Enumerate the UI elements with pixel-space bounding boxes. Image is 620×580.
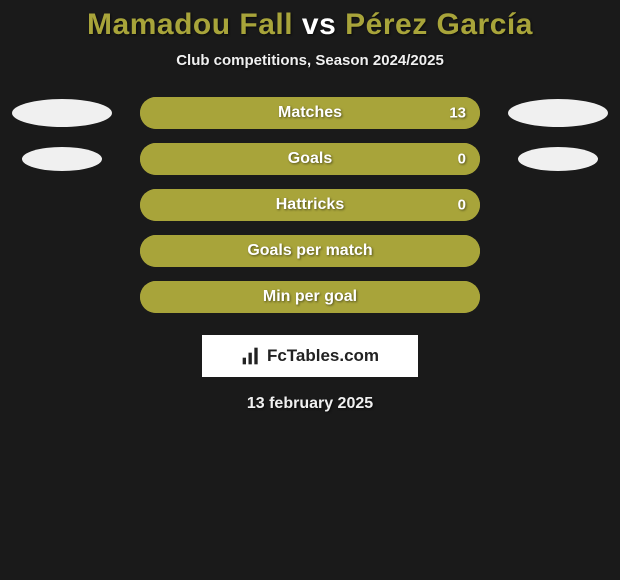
stat-row: Matches 13 <box>0 97 620 129</box>
title: Mamadou Fall vs Pérez García <box>87 8 533 42</box>
stat-bar: Hattricks 0 <box>140 189 480 221</box>
stat-value-right: 0 <box>458 197 466 214</box>
vs-separator: vs <box>302 8 336 41</box>
stat-row: Min per goal <box>0 281 620 313</box>
subtitle: Club competitions, Season 2024/2025 <box>176 52 444 69</box>
brand-badge: FcTables.com <box>202 335 418 377</box>
stat-row: Goals per match <box>0 235 620 267</box>
date-label: 13 february 2025 <box>247 395 373 413</box>
stat-label: Matches <box>278 104 342 122</box>
player2-marker <box>508 99 608 127</box>
bar-chart-icon <box>241 346 261 366</box>
stat-bar: Min per goal <box>140 281 480 313</box>
stat-row: Goals 0 <box>0 143 620 175</box>
stat-label: Goals <box>288 150 332 168</box>
stat-bar: Goals per match <box>140 235 480 267</box>
player1-name: Mamadou Fall <box>87 8 293 41</box>
player2-name: Pérez García <box>345 8 533 41</box>
stat-row: Hattricks 0 <box>0 189 620 221</box>
stat-value-right: 13 <box>449 105 466 122</box>
stat-label: Hattricks <box>276 196 344 214</box>
stat-label: Goals per match <box>247 242 372 260</box>
stat-bar: Goals 0 <box>140 143 480 175</box>
stat-label: Min per goal <box>263 288 357 306</box>
player2-marker <box>518 147 598 171</box>
comparison-card: Mamadou Fall vs Pérez García Club compet… <box>0 0 620 413</box>
player1-marker <box>12 99 112 127</box>
stat-rows: Matches 13 Goals 0 Hattricks 0 Goals per match… <box>0 97 620 313</box>
stat-bar: Matches 13 <box>140 97 480 129</box>
stat-value-right: 0 <box>458 151 466 168</box>
player1-marker <box>22 147 102 171</box>
brand-text: FcTables.com <box>267 346 379 366</box>
